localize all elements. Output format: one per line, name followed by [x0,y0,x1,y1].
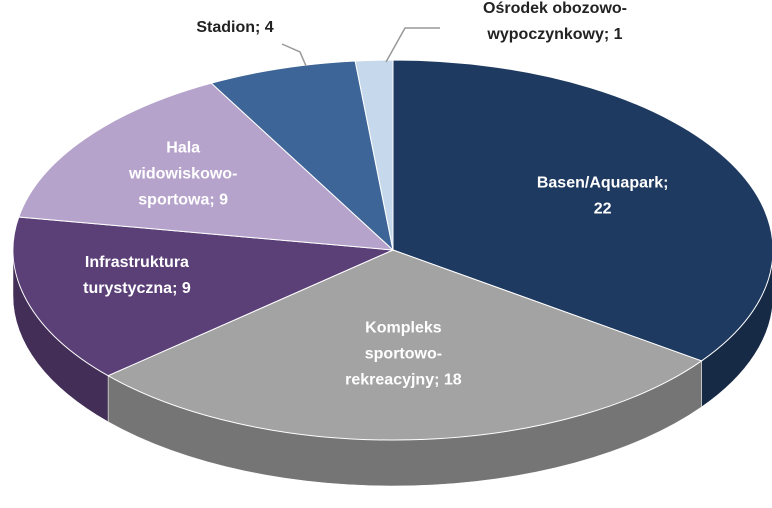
data-label-line: 22 [594,200,612,217]
data-label: Stadion; 4 [196,19,273,36]
data-label-line: Ośrodek obozowo- [483,0,627,17]
data-label-line: widowiskowo- [128,166,237,183]
data-label-line: sportowo- [365,346,442,363]
slice [12,216,394,377]
data-label: Hala widowiskowo-sportowa; 9 [128,140,237,209]
data-label-line: rekreacyjny; 18 [345,372,462,389]
data-label-line: Stadion; 4 [196,19,273,36]
slice [392,59,772,362]
slice [18,82,395,251]
data-label-line: Basen/Aquapark; [537,174,669,191]
slice [210,60,394,252]
data-label-line: turystyczna; 9 [83,280,191,297]
data-label-line: Hala [166,140,200,157]
leader-line [385,27,440,63]
data-label-line: wypoczynkowy; 1 [486,26,622,43]
slice [106,249,703,441]
slice [354,59,394,251]
data-label-line: Kompleks [365,320,442,337]
leader-line [281,43,307,67]
data-label-line: sportowa; 9 [138,192,228,209]
data-label: Ośrodek obozowo-wypoczynkowy; 1 [483,0,627,43]
data-label: Infrastruktura turystyczna; 9 [83,254,191,297]
data-label: Kompleks sportowo-rekreacyjny; 18 [345,320,462,389]
data-label-line: Infrastruktura [85,254,189,271]
data-label: Basen/Aquapark; 22 [537,174,669,217]
